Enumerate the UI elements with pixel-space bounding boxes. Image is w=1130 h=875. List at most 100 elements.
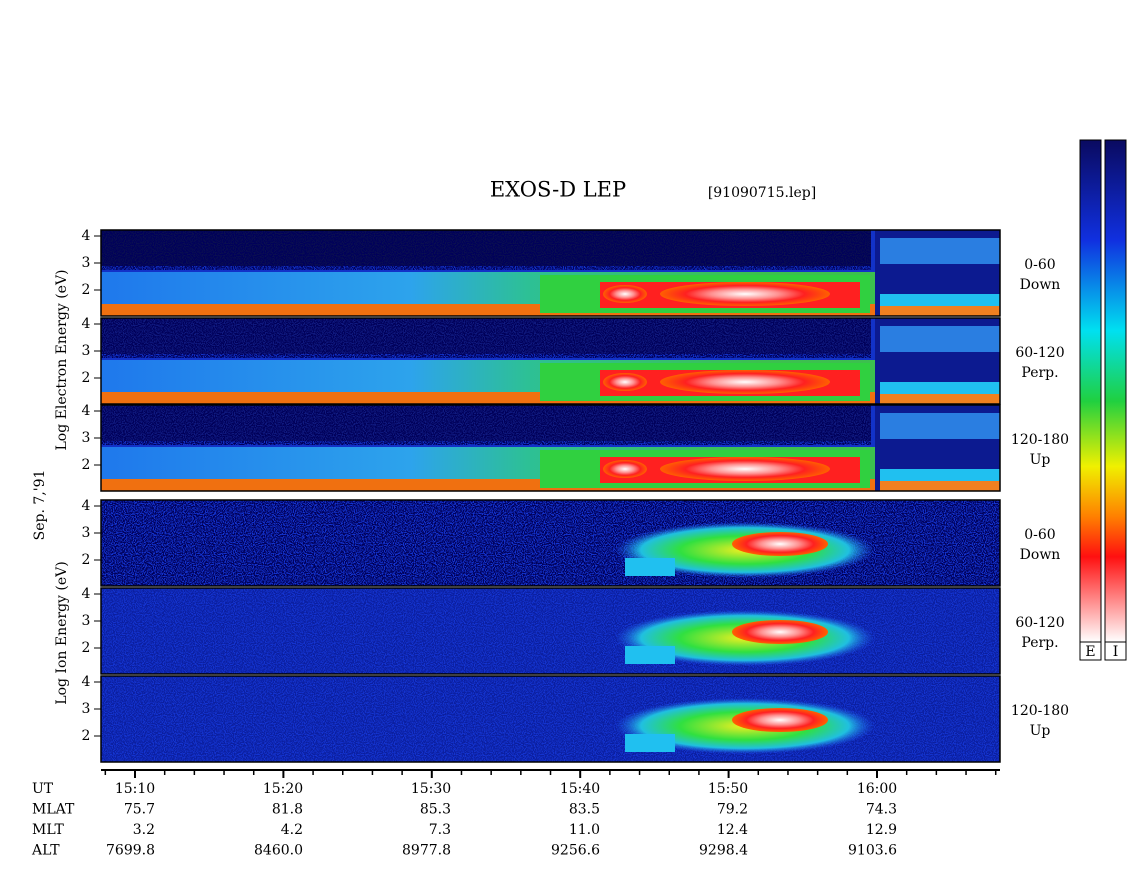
late-band (880, 238, 1000, 264)
cyan-step (625, 558, 675, 576)
row-value: 15:40 (560, 781, 600, 797)
row-value: 15:10 (115, 781, 155, 797)
row-value: 7.3 (429, 822, 451, 838)
row-value: 12.9 (866, 822, 897, 838)
row-value: 75.7 (124, 802, 155, 818)
speckle (101, 405, 871, 445)
title: EXOS-D LEP (490, 178, 626, 202)
late-floor (880, 481, 1000, 491)
y-tick-label: 3 (82, 525, 91, 541)
colorbar (1104, 139, 1127, 643)
hot-spot (732, 708, 828, 732)
panel-label: 60-120 (1015, 345, 1064, 361)
panel: 4 3 2 0-60 Down (82, 228, 1061, 317)
row-name: ALT (31, 843, 60, 859)
hot-spot (660, 282, 830, 306)
cyan-step (625, 646, 675, 664)
y-tick-label: 2 (82, 640, 91, 656)
hot-spot (603, 285, 647, 303)
row-value: 85.3 (420, 802, 451, 818)
row-value: 81.8 (272, 802, 303, 818)
row-value: 74.3 (866, 802, 897, 818)
panel-image (101, 318, 1000, 404)
colorbar (1079, 139, 1102, 643)
panel-label: 120-180 (1011, 703, 1069, 719)
y-tick-label: 2 (82, 457, 91, 473)
colorbar-label-box (1104, 641, 1127, 661)
y-tick-label: 2 (82, 552, 91, 568)
y-tick-label: 3 (82, 613, 91, 629)
electron-axis-label: Log Electron Energy (eV) (54, 269, 70, 450)
panel-frame (100, 229, 1001, 317)
orbit-rows: UT 15:10 15:20 15:30 15:40 15:50 16:00 MLAT 75.7… (31, 781, 897, 859)
row-value: 8460.0 (254, 843, 303, 859)
y-tick-label: 4 (82, 316, 91, 332)
panel-frame (100, 499, 1001, 587)
row-value: 8977.8 (402, 843, 451, 859)
late-floor (880, 394, 1000, 404)
row-value: 11.0 (569, 822, 600, 838)
row-value: 4.2 (281, 822, 303, 838)
hot-spot (660, 370, 830, 394)
hot-spot (732, 620, 828, 644)
panel-frame (100, 404, 1001, 492)
ion-axis-label: Log Ion Energy (eV) (54, 561, 70, 704)
panel-label: Down (1020, 277, 1061, 293)
speckle (101, 230, 871, 270)
y-tick-label: 3 (82, 255, 91, 271)
panel-label: 120-180 (1011, 432, 1069, 448)
y-tick-label: 3 (82, 430, 91, 446)
hot-spot (603, 460, 647, 478)
panel-label: Perp. (1021, 365, 1058, 381)
panel-frame (100, 587, 1001, 675)
hot-spot (660, 457, 830, 481)
y-tick-label: 2 (82, 728, 91, 744)
panel-label: Up (1030, 723, 1051, 739)
y-tick-label: 3 (82, 701, 91, 717)
y-tick-label: 3 (82, 343, 91, 359)
panel-label: Down (1020, 547, 1061, 563)
row-value: 15:30 (411, 781, 451, 797)
panel: 4 3 2 120-180 Up (82, 674, 1069, 763)
late-band (880, 413, 1000, 439)
panel: 4 3 2 120-180 Up (82, 403, 1069, 492)
panel-label: 0-60 (1024, 527, 1055, 543)
panel-image (101, 500, 1000, 586)
colorbar-label: E (1085, 644, 1095, 660)
y-tick-label: 4 (82, 498, 91, 514)
row-value: 3.2 (133, 822, 155, 838)
colorbar-label-box (1079, 641, 1102, 661)
row-value: 7699.8 (106, 843, 155, 859)
row-name: MLAT (32, 802, 75, 818)
panel-image (101, 676, 1000, 762)
date-label: Sep. 7,'91 (32, 470, 48, 541)
row-value: 9256.6 (551, 843, 600, 859)
row-name: UT (32, 781, 54, 797)
panel: 4 3 2 60-120 Perp. (82, 316, 1065, 405)
hot-spot (732, 532, 828, 556)
spectrogram-panels: 4 3 2 0-60 Down 4 3 2 60-120 Perp. 4 3 2 120-180 Up 4 3 2… (82, 228, 1069, 763)
panel-label: Up (1030, 452, 1051, 468)
row-value: 15:20 (263, 781, 303, 797)
row-value: 83.5 (569, 802, 600, 818)
y-tick-label: 4 (82, 674, 91, 690)
y-tick-label: 2 (82, 282, 91, 298)
hot-spot (603, 373, 647, 391)
row-value: 9298.4 (699, 843, 748, 859)
row-value: 15:50 (708, 781, 748, 797)
y-tick-label: 4 (82, 403, 91, 419)
y-tick-label: 4 (82, 228, 91, 244)
row-value: 79.2 (717, 802, 748, 818)
row-value: 9103.6 (848, 843, 897, 859)
time-ticks (104, 770, 997, 778)
colorbar-label: I (1113, 644, 1119, 660)
panel: 4 3 2 60-120 Perp. (82, 586, 1065, 675)
speckle (101, 318, 871, 358)
panel-image (101, 588, 1000, 674)
panel-image (101, 405, 1000, 491)
y-tick-label: 2 (82, 370, 91, 386)
panel: 4 3 2 0-60 Down (82, 498, 1061, 587)
panel-frame (100, 675, 1001, 763)
